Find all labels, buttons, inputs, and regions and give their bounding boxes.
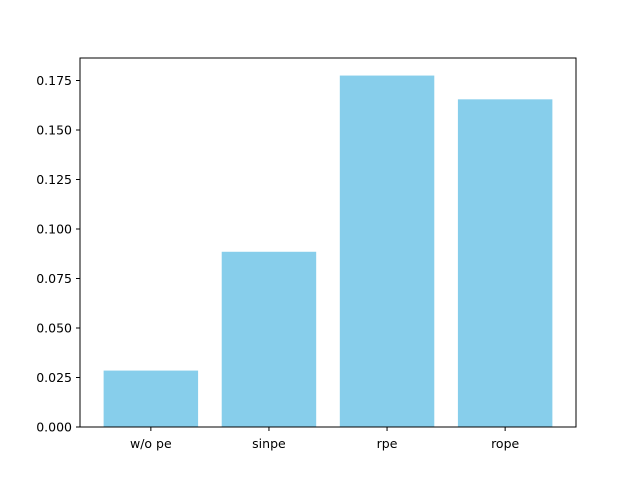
bars-group xyxy=(103,75,553,427)
plot-frame xyxy=(79,57,577,428)
y-tick-label: 0.025 xyxy=(36,370,72,385)
x-axis: w/o pe sinpe rpe rope xyxy=(130,427,520,451)
y-tick-label: 0.000 xyxy=(36,420,72,435)
y-tick-label: 0.100 xyxy=(36,222,72,237)
x-tick-label: rope xyxy=(491,436,519,451)
y-axis: 0.000 0.025 0.050 0.075 0.100 0.125 0.150 0.175 xyxy=(36,73,80,435)
x-tick-label: w/o pe xyxy=(130,436,172,451)
y-tick-label: 0.125 xyxy=(36,172,72,187)
bar-rpe xyxy=(339,75,435,427)
x-tick-label: sinpe xyxy=(252,436,286,451)
bar-sinpe xyxy=(221,251,317,427)
y-tick-label: 0.050 xyxy=(36,321,72,336)
bar-w-o-pe xyxy=(103,370,199,427)
bar-rope xyxy=(457,99,553,427)
x-tick-label: rpe xyxy=(377,436,398,451)
y-tick-label: 0.075 xyxy=(36,271,72,286)
y-tick-label: 0.175 xyxy=(36,73,72,88)
y-tick-label: 0.150 xyxy=(36,123,72,138)
